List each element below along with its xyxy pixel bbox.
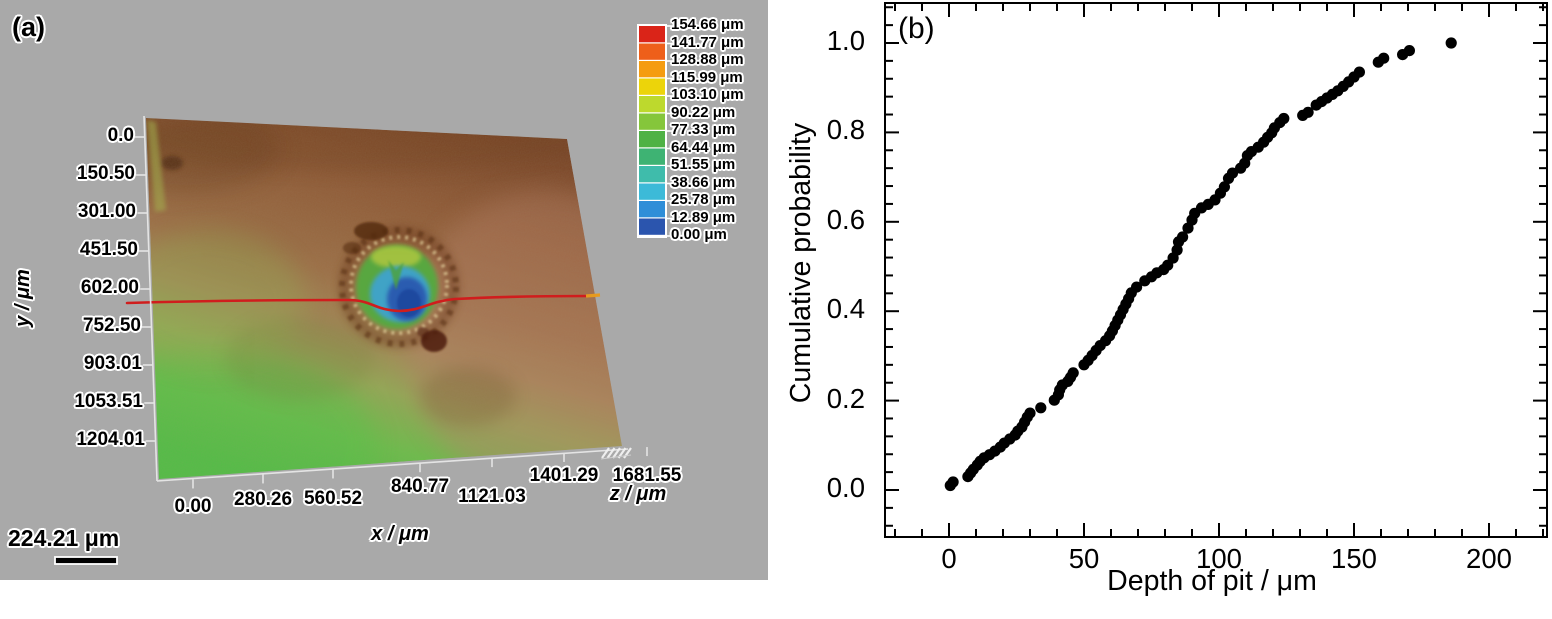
- chart-y-tick-label: 0.2: [826, 382, 865, 414]
- y-tick-label: 602.00: [80, 277, 139, 298]
- data-point: [1024, 407, 1036, 419]
- x-tick-label: 0.00: [174, 496, 212, 517]
- panel-a-label: (a): [12, 12, 45, 42]
- legend-tick-label: 51.55 μm: [671, 156, 736, 173]
- axis-frame: [134, 115, 648, 489]
- chart-y-tick-label: 0.6: [826, 203, 865, 235]
- y-tick-label: 301.00: [77, 201, 136, 222]
- x-tick-label: 560.52: [303, 488, 363, 509]
- panel-a-3d-surface-map: (a) y / μm x / μm z / μm 224.21 μm 0.0 15…: [0, 0, 768, 580]
- legend-tick-label: 128.88 μm: [671, 51, 744, 68]
- data-point: [1445, 37, 1457, 49]
- chart-x-tick-label: 150: [1331, 543, 1377, 574]
- chart-x-axis-title: Depth of pit / μm: [1107, 565, 1317, 597]
- profile-line: [125, 294, 590, 313]
- chart-y-axis-title: Cumulative probability: [785, 122, 817, 404]
- x-axis-title: x / μm: [371, 523, 429, 545]
- legend-tick-label: 90.22 μm: [671, 103, 736, 121]
- x-tick-label: 840.77: [390, 476, 450, 497]
- y-tick-label: 752.50: [82, 315, 141, 336]
- legend-tick-label: 0.00 μm: [671, 226, 727, 243]
- x-tick-label: 1681.55: [612, 465, 682, 486]
- data-point: [1302, 106, 1314, 118]
- y-tick-label: 451.50: [79, 239, 138, 260]
- data-point: [1131, 281, 1143, 293]
- x-tick-label: 1401.29: [529, 465, 599, 486]
- scale-bar-line: [54, 556, 118, 565]
- color-scale-bar: [637, 24, 674, 238]
- legend-tick-label: 154.66 μm: [671, 16, 744, 33]
- legend-tick-label: 77.33 μm: [671, 121, 736, 138]
- y-tick-label: 0.0: [107, 125, 134, 146]
- chart-y-tick-label: 0.8: [826, 114, 865, 146]
- chart-y-tick-label: 0.4: [826, 293, 865, 325]
- y-tick-label: 903.01: [83, 353, 142, 374]
- surface-region: [146, 118, 622, 479]
- chart-x-tick-label: 100: [1196, 543, 1242, 574]
- legend-tick-label: 25.78 μm: [671, 191, 736, 208]
- profile-line-end-marker: [585, 293, 601, 298]
- panel-b-label: (b): [898, 12, 935, 45]
- chart-y-tick-label: 1.0: [826, 25, 865, 56]
- panel-b-cumulative-probability-chart: (b) Cumulative probability Depth of pit …: [768, 0, 1552, 619]
- legend-tick-label: 103.10 μm: [671, 86, 744, 103]
- data-points: [944, 37, 1457, 492]
- data-point: [947, 476, 959, 488]
- data-point: [1278, 112, 1290, 125]
- z-axis-hatch: [600, 447, 632, 460]
- legend-tick-label: 115.99 μm: [671, 68, 743, 86]
- z-axis-title: z / μm: [609, 483, 667, 505]
- data-point: [1067, 367, 1079, 379]
- chart-x-tick-label: 50: [1068, 543, 1100, 574]
- legend-tick-label: 141.77 μm: [671, 33, 744, 51]
- data-point: [1035, 402, 1047, 414]
- y-tick-label: 1053.51: [74, 391, 143, 412]
- x-tick-label: 280.26: [233, 489, 293, 510]
- legend-tick-label: 64.44 μm: [671, 138, 736, 156]
- chart-x-tick-label: 0: [941, 543, 957, 574]
- data-point: [1218, 181, 1230, 193]
- plot-frame: [884, 2, 1548, 538]
- data-point: [1353, 66, 1365, 78]
- data-point: [1378, 52, 1390, 64]
- data-point: [1226, 167, 1239, 179]
- scale-bar-label: 224.21 μm: [8, 525, 120, 551]
- surface-plot-graphic: [54, 24, 674, 565]
- chart-x-tick-label: 200: [1466, 543, 1512, 574]
- legend-tick-label: 12.89 μm: [671, 208, 736, 226]
- data-point: [1177, 231, 1189, 243]
- axis-ticks: [886, 4, 1546, 536]
- chart-y-tick-label: 0.0: [826, 472, 865, 503]
- x-tick-label: 1121.03: [458, 486, 526, 507]
- y-tick-label: 1204.01: [76, 429, 145, 450]
- scatter-plot-graphic: [884, 2, 1548, 538]
- y-tick-label: 150.50: [76, 163, 135, 184]
- legend-tick-label: 38.66 μm: [671, 173, 736, 191]
- data-point: [1403, 45, 1415, 57]
